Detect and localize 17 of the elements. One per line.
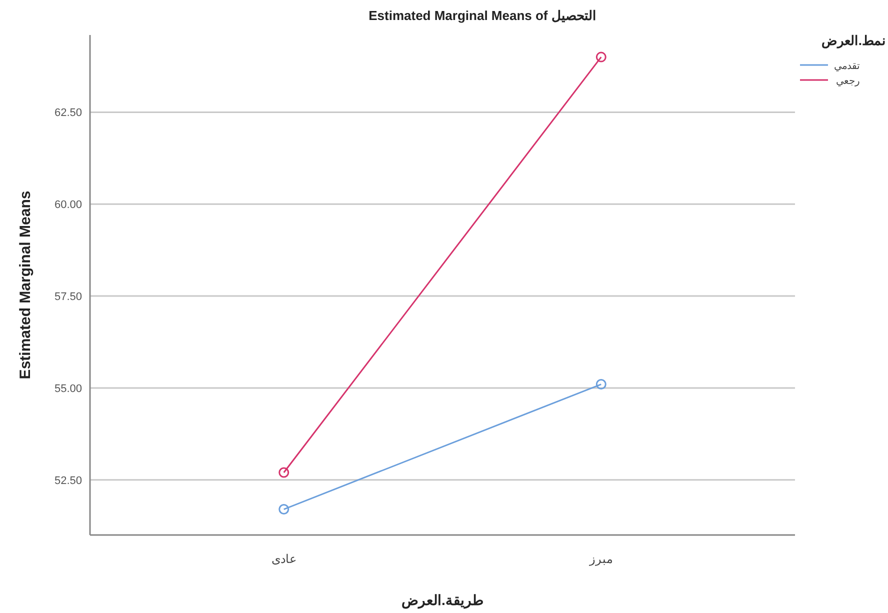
chart-title: Estimated Marginal Means of التحصيل (368, 8, 596, 23)
x-tick-label: مبرز (588, 552, 613, 566)
y-tick-label: 62.50 (54, 107, 82, 120)
y-axis-title: Estimated Marginal Means (17, 190, 34, 380)
point (278, 504, 290, 515)
legend-label: رجعي (836, 76, 860, 87)
x-axis-title: طريقة.العرض (402, 592, 484, 609)
x-tick-label: عادى (271, 552, 296, 566)
y-tick-label: 57.50 (54, 291, 82, 304)
point (596, 379, 606, 390)
point (278, 467, 290, 478)
legend-label: تقدمي (834, 61, 860, 72)
point (596, 52, 606, 62)
y-tick-label: 52.50 (54, 474, 82, 487)
y-tick-label: 60.00 (54, 199, 82, 212)
legend-title: نمط.العرض (821, 33, 886, 49)
y-tick-label: 55.00 (54, 382, 82, 395)
